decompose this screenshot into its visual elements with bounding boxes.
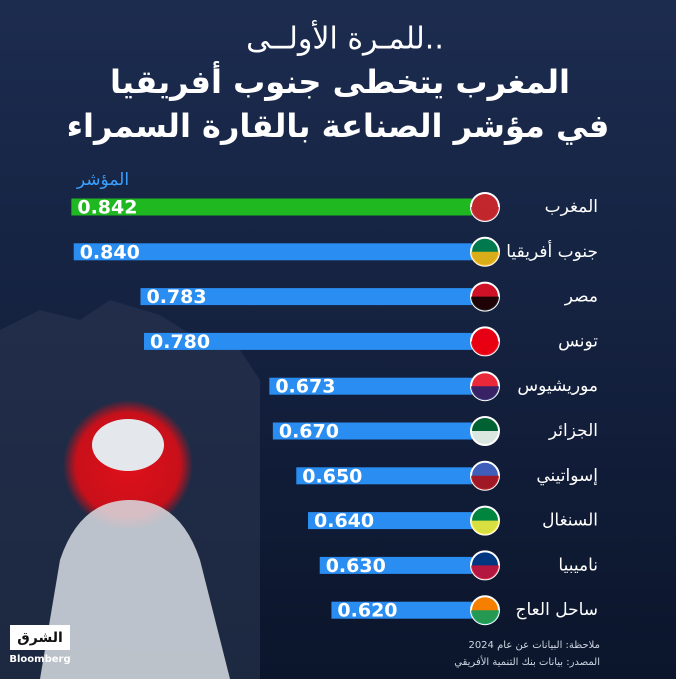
value-label: 0.650 xyxy=(302,465,362,487)
flag xyxy=(471,386,499,401)
category-label: جنوب أفريقيا xyxy=(506,240,598,262)
value-label: 0.840 xyxy=(80,241,140,263)
category-label: المغرب xyxy=(545,197,598,217)
title-line: للمـرة الأولــى.. xyxy=(246,19,444,57)
flag xyxy=(471,251,499,266)
bar xyxy=(71,198,472,216)
category-label: مصر xyxy=(564,287,598,307)
flag xyxy=(471,610,499,625)
bar xyxy=(144,332,472,350)
value-label: 0.630 xyxy=(326,555,386,577)
title-line: المغرب يتخطى جنوب أفريقيا xyxy=(110,61,570,101)
photo-person xyxy=(40,500,230,679)
category-label: الجزائر xyxy=(548,421,598,441)
category-label: ساحل العاج xyxy=(516,600,598,620)
value-label: 0.620 xyxy=(337,600,397,622)
bar xyxy=(73,243,472,261)
logo-box xyxy=(10,625,70,650)
value-label: 0.670 xyxy=(279,421,339,443)
category-label: تونس xyxy=(558,331,598,351)
bar xyxy=(331,601,472,619)
note: المصدر: بيانات بنك التنمية الأفريقي xyxy=(454,655,600,668)
category-label: موريشيوس xyxy=(517,376,598,396)
value-label: 0.673 xyxy=(275,376,335,398)
bar xyxy=(308,512,472,530)
flag xyxy=(471,431,499,445)
flag xyxy=(471,475,499,490)
flag xyxy=(471,341,499,356)
flag xyxy=(471,565,499,580)
bar xyxy=(269,377,472,395)
photo-cap xyxy=(92,419,164,471)
value-label: 0.783 xyxy=(146,286,206,308)
bar xyxy=(140,288,472,306)
logo-text: الشرق xyxy=(17,630,63,646)
category-label: ناميبيا xyxy=(558,555,598,575)
bar xyxy=(272,422,472,440)
value-label: 0.842 xyxy=(77,197,137,219)
axis-label: المؤشر xyxy=(76,170,129,190)
title-line: في مؤشر الصناعة بالقارة السمراء xyxy=(67,107,610,145)
flag xyxy=(471,296,499,311)
note: ملاحظة: البيانات عن عام 2024 xyxy=(468,640,600,651)
bar xyxy=(319,556,472,574)
value-label: 0.780 xyxy=(150,331,210,353)
flag xyxy=(471,207,499,221)
flag xyxy=(471,520,499,535)
logo-text: Bloomberg xyxy=(9,654,70,665)
category-label: السنغال xyxy=(542,511,598,531)
value-label: 0.640 xyxy=(314,510,374,532)
bar xyxy=(296,467,472,485)
category-label: إسواتيني xyxy=(536,466,598,486)
